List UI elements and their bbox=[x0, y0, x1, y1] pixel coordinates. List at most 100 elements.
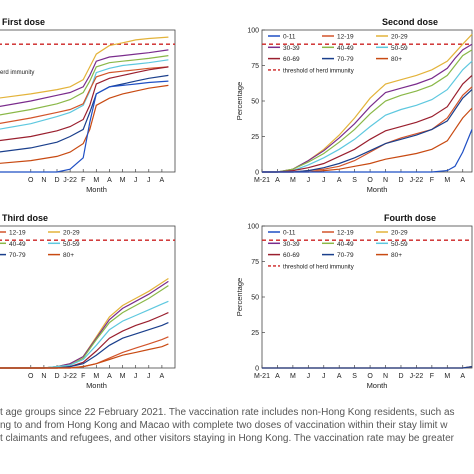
series-line-70-79 bbox=[262, 89, 473, 173]
x-tick-label: A bbox=[160, 373, 165, 380]
legend-entry: 80+ bbox=[63, 252, 74, 259]
series-line-60-69 bbox=[262, 74, 473, 173]
x-tick-label: A bbox=[460, 177, 465, 184]
series-line-50-59 bbox=[0, 300, 169, 369]
x-tick-label: M bbox=[120, 373, 126, 380]
series-line-50-59 bbox=[262, 60, 473, 173]
series-line-12-19 bbox=[0, 66, 169, 124]
x-tick-label: D bbox=[398, 177, 403, 184]
x-tick-label: J bbox=[147, 177, 151, 184]
x-tick-label: S bbox=[352, 177, 357, 184]
series-line-60-69 bbox=[0, 312, 169, 369]
legend-entry: 20-29 bbox=[391, 34, 408, 41]
x-tick-label: A bbox=[337, 373, 342, 380]
x-tick-label: O bbox=[28, 177, 34, 184]
x-axis-label: Month bbox=[367, 185, 388, 194]
chart-title: Third dose bbox=[2, 213, 48, 223]
chart-panel-2: Second dose M-21 A M J J A S O N D J-22 F M A Month 0 25 5… bbox=[235, 17, 473, 194]
x-tick-label: J bbox=[147, 373, 151, 380]
caption-line-2: ng to and from Hong Kong and Macao with … bbox=[0, 420, 448, 431]
x-tick-label: N bbox=[41, 177, 46, 184]
legend-entry: 0-11 bbox=[283, 34, 296, 41]
legend-entry: 70-79 bbox=[9, 252, 26, 259]
series-line-70-79 bbox=[262, 366, 473, 369]
x-tick-label: A bbox=[275, 177, 280, 184]
legend-entry: 0-11 bbox=[283, 230, 296, 237]
x-tick-label: D bbox=[54, 373, 59, 380]
y-tick-label: 50 bbox=[251, 99, 259, 106]
caption-line-3: t claimants and refugees, and other visi… bbox=[0, 433, 454, 444]
legend-entry-threshold: threshold of herd immunity bbox=[283, 264, 354, 270]
legend-entry: 60-69 bbox=[283, 56, 300, 63]
legend-entry: 20-29 bbox=[63, 230, 80, 237]
legend-entry-threshold: threshold of herd immunity bbox=[283, 68, 354, 74]
x-tick-label: J bbox=[134, 373, 138, 380]
series-line-20-29 bbox=[262, 33, 473, 173]
x-tick-label: N bbox=[383, 177, 388, 184]
y-axis-label: Percentage bbox=[235, 82, 244, 120]
x-tick-label: J-22 bbox=[63, 177, 77, 184]
legend-entry: 40-49 bbox=[337, 241, 354, 248]
x-tick-label: F bbox=[81, 373, 85, 380]
caption-line-1: t age groups since 22 February 2021. The… bbox=[0, 407, 455, 418]
x-tick-label: M bbox=[444, 373, 450, 380]
legend-entry: 70-79 bbox=[337, 56, 354, 63]
legend-entry: 40-49 bbox=[9, 241, 26, 248]
chart-title: Second dose bbox=[382, 17, 438, 27]
chart-title: First dose bbox=[2, 17, 45, 27]
series-line-80+ bbox=[0, 84, 169, 164]
series-line-70-79 bbox=[0, 74, 169, 153]
x-tick-label: N bbox=[41, 373, 46, 380]
legend-entry: 60-69 bbox=[283, 252, 300, 259]
x-tick-label: J bbox=[307, 177, 311, 184]
x-tick-label: D bbox=[398, 373, 403, 380]
series-line-50-59 bbox=[0, 59, 169, 130]
legend-entry: 40-49 bbox=[337, 45, 354, 52]
legend-entry: 12-19 bbox=[337, 34, 354, 41]
x-tick-label: J-22 bbox=[63, 373, 77, 380]
y-tick-label: 25 bbox=[251, 134, 259, 141]
chart-panel-4: Fourth dose M-21 A M J J A S O N D J-22 F M A Month 0 25 5… bbox=[235, 213, 473, 390]
legend-entry: 12-19 bbox=[337, 230, 354, 237]
y-axis-label: Percentage bbox=[235, 278, 244, 316]
y-tick-label: 75 bbox=[251, 259, 259, 266]
chart-title: Fourth dose bbox=[384, 213, 436, 223]
legend-entry: 30-39 bbox=[283, 45, 300, 52]
x-tick-label: J bbox=[322, 177, 326, 184]
x-tick-label: O bbox=[367, 177, 373, 184]
y-tick-label: 0 bbox=[255, 170, 259, 177]
plot-frame bbox=[0, 225, 176, 369]
x-tick-label: A bbox=[337, 177, 342, 184]
y-tick-label: 25 bbox=[251, 330, 259, 337]
x-tick-label: J-22 bbox=[410, 177, 424, 184]
series-line-30-39 bbox=[262, 43, 473, 173]
series-line-60-69 bbox=[0, 66, 169, 142]
y-tick-label: 75 bbox=[251, 63, 259, 70]
legend-entry: 70-79 bbox=[337, 252, 354, 259]
y-tick-label: 50 bbox=[251, 295, 259, 302]
x-tick-label: M bbox=[93, 373, 99, 380]
series-line-30-39 bbox=[0, 49, 169, 107]
y-tick-label: 100 bbox=[247, 28, 259, 35]
x-tick-label: F bbox=[430, 177, 434, 184]
x-tick-label: A bbox=[107, 177, 112, 184]
y-tick-label: 100 bbox=[247, 224, 259, 231]
x-tick-label: M-21 bbox=[254, 373, 270, 380]
legend-entry: 12-19 bbox=[9, 230, 26, 237]
x-axis-label: Month bbox=[86, 185, 107, 194]
x-axis-label: Month bbox=[86, 381, 107, 390]
plot-frame bbox=[0, 29, 176, 173]
y-tick-label: 0 bbox=[255, 366, 259, 373]
series-line-40-49 bbox=[0, 55, 169, 116]
legend-entry: 80+ bbox=[391, 252, 402, 259]
x-tick-label: D bbox=[54, 177, 59, 184]
x-tick-label: M bbox=[444, 177, 450, 184]
x-tick-label: J bbox=[307, 373, 311, 380]
x-tick-label: A bbox=[460, 373, 465, 380]
x-tick-label: J bbox=[134, 177, 138, 184]
series-line-20-29 bbox=[0, 36, 169, 99]
legend-entry-threshold: erd immunity bbox=[0, 70, 34, 76]
